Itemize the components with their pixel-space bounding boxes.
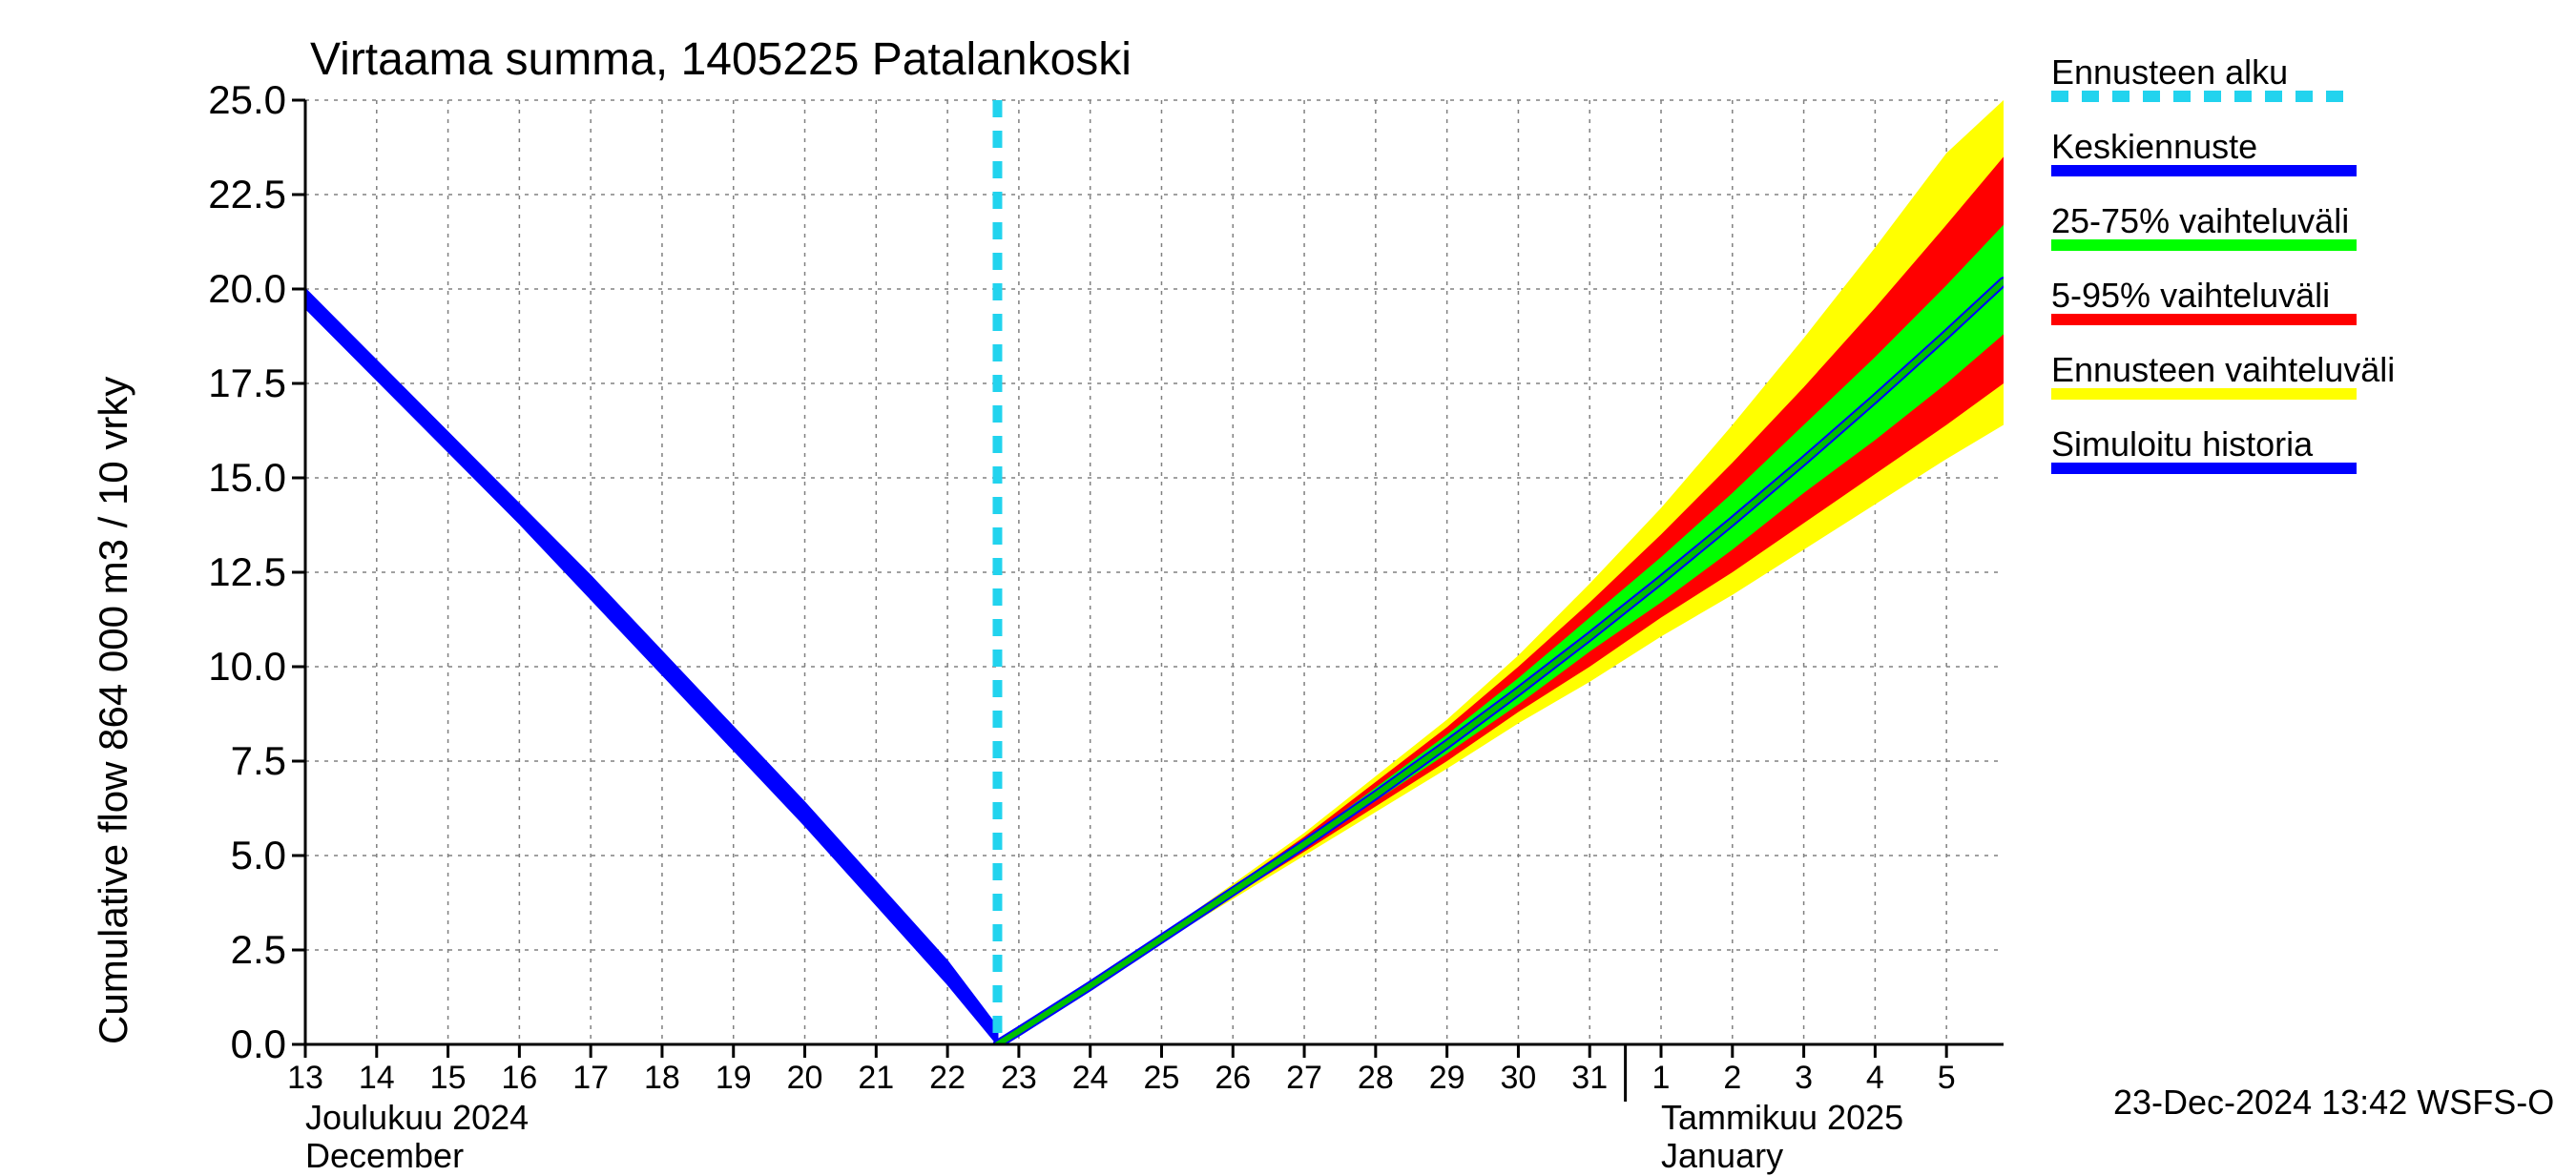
x-tick-label: 5: [1938, 1060, 1956, 1097]
x-tick-label: 15: [430, 1060, 467, 1097]
y-tick-label: 17.5: [181, 361, 286, 406]
legend-label: 25-75% vaihteluväli: [2051, 201, 2349, 241]
legend-label: 5-95% vaihteluväli: [2051, 276, 2330, 316]
x-tick-label: 26: [1215, 1060, 1251, 1097]
x-tick-label: 28: [1358, 1060, 1394, 1097]
month-label-line1: Tammikuu 2025: [1661, 1098, 1903, 1138]
y-tick-label: 20.0: [181, 266, 286, 312]
x-tick-label: 14: [359, 1060, 395, 1097]
x-tick-label: 29: [1429, 1060, 1465, 1097]
legend-label: Ennusteen vaihteluväli: [2051, 350, 2395, 390]
x-tick-label: 2: [1723, 1060, 1741, 1097]
x-tick-label: 30: [1501, 1060, 1537, 1097]
y-tick-label: 15.0: [181, 455, 286, 501]
x-tick-label: 27: [1286, 1060, 1322, 1097]
x-tick-label: 22: [929, 1060, 966, 1097]
y-tick-label: 2.5: [181, 927, 286, 973]
legend-label: Simuloitu historia: [2051, 424, 2313, 464]
x-tick-label: 18: [644, 1060, 680, 1097]
x-tick-label: 3: [1795, 1060, 1813, 1097]
x-tick-label: 25: [1144, 1060, 1180, 1097]
x-tick-label: 20: [787, 1060, 823, 1097]
x-tick-label: 31: [1571, 1060, 1608, 1097]
timestamp-footer: 23-Dec-2024 13:42 WSFS-O: [2113, 1083, 2554, 1123]
legend-label: Ennusteen alku: [2051, 52, 2288, 93]
x-tick-label: 4: [1866, 1060, 1884, 1097]
y-tick-label: 25.0: [181, 77, 286, 123]
x-tick-label: 19: [716, 1060, 752, 1097]
plot-area: [0, 0, 2576, 1145]
x-tick-label: 1: [1652, 1060, 1671, 1097]
chart-container: Virtaama summa, 1405225 Patalankoski Cum…: [0, 0, 2576, 1145]
y-tick-label: 5.0: [181, 833, 286, 878]
y-tick-label: 22.5: [181, 172, 286, 217]
y-tick-label: 0.0: [181, 1021, 286, 1067]
x-tick-label: 24: [1072, 1060, 1109, 1097]
x-tick-label: 17: [572, 1060, 609, 1097]
x-tick-label: 21: [858, 1060, 894, 1097]
y-tick-label: 7.5: [181, 738, 286, 784]
x-tick-label: 23: [1001, 1060, 1037, 1097]
month-label-line1: Joulukuu 2024: [305, 1098, 529, 1138]
x-tick-label: 16: [501, 1060, 537, 1097]
x-tick-label: 13: [287, 1060, 323, 1097]
y-tick-label: 10.0: [181, 644, 286, 690]
legend-label: Keskiennuste: [2051, 127, 2257, 167]
month-label-line2: December: [305, 1136, 464, 1176]
y-tick-label: 12.5: [181, 549, 286, 595]
month-label-line2: January: [1661, 1136, 1783, 1176]
